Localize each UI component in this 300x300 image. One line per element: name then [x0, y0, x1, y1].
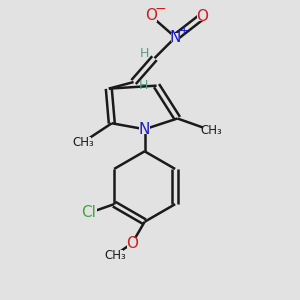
Bar [171, 32, 180, 42]
Text: O: O [146, 8, 158, 23]
Bar [127, 238, 137, 248]
Text: H: H [139, 79, 148, 92]
Text: H: H [140, 47, 149, 61]
Text: CH₃: CH₃ [72, 136, 94, 149]
Text: N: N [139, 122, 150, 137]
Text: CH₃: CH₃ [104, 249, 126, 262]
Text: +: + [178, 24, 189, 37]
Text: CH₃: CH₃ [200, 124, 222, 137]
Text: N: N [170, 30, 181, 45]
Bar [140, 124, 150, 134]
Text: Cl: Cl [81, 205, 96, 220]
Bar [203, 125, 219, 136]
Text: O: O [126, 236, 138, 251]
Bar [84, 207, 97, 218]
Bar [197, 12, 207, 21]
Text: O: O [196, 9, 208, 24]
Bar [75, 137, 91, 148]
Text: −: − [154, 2, 166, 16]
Bar [146, 11, 157, 22]
Bar [106, 250, 123, 260]
